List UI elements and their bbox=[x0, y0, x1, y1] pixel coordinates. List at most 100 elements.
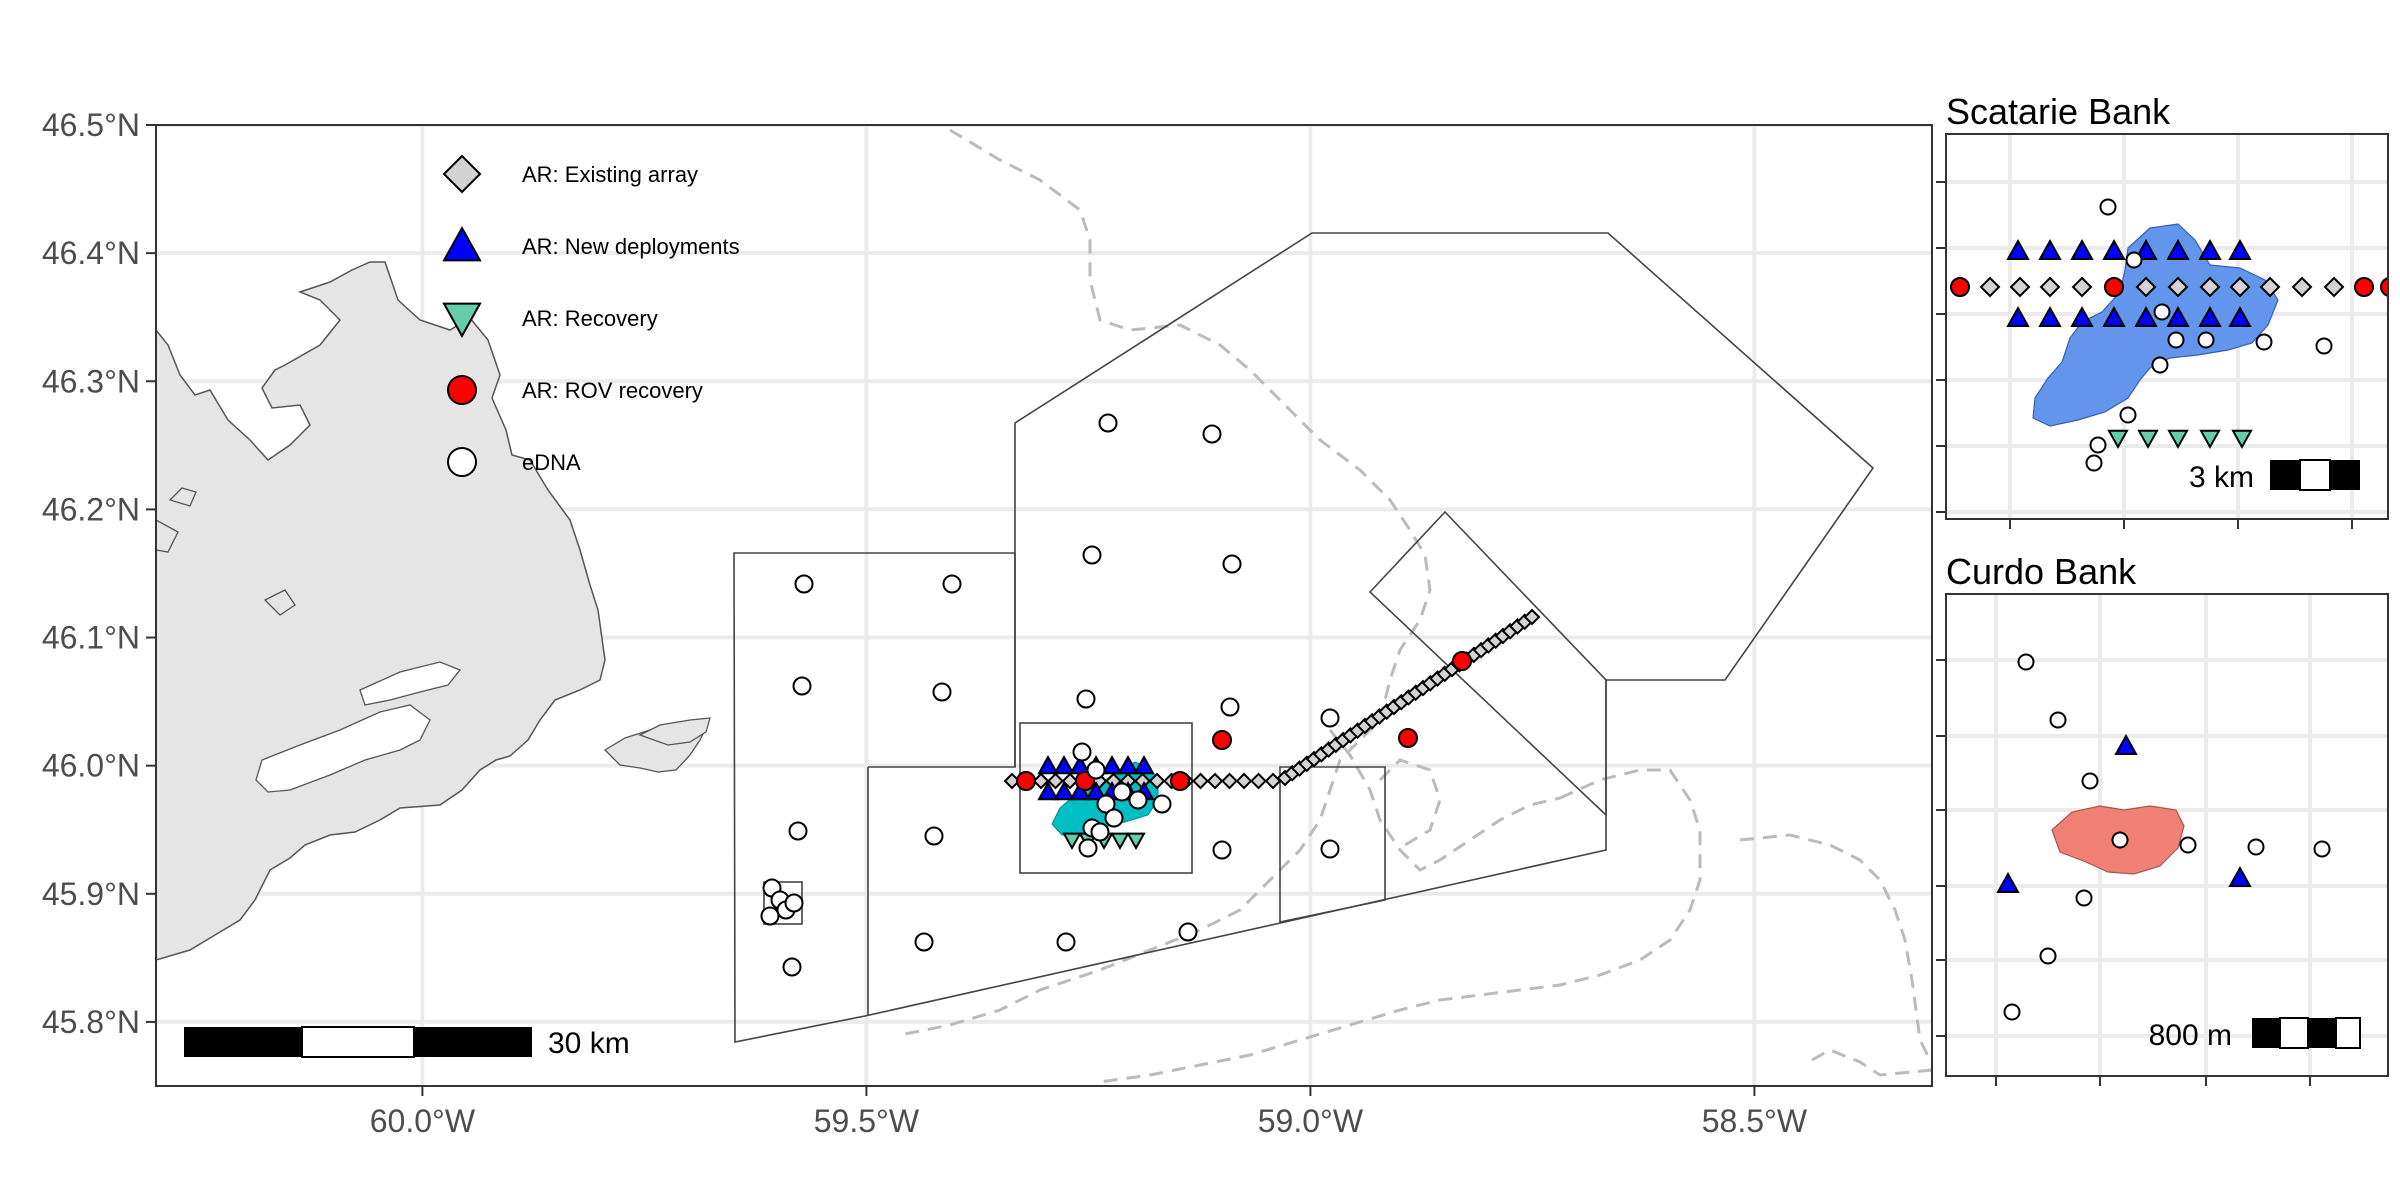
edna-sample-site bbox=[2075, 889, 2093, 907]
existing-array-receiver bbox=[1047, 772, 1064, 790]
new-deployment-receiver bbox=[2166, 238, 2190, 260]
edna-sample-site bbox=[794, 574, 814, 594]
edna-sample-site bbox=[2039, 947, 2057, 965]
edna-sample-site bbox=[942, 574, 962, 594]
lat-tick-label: 46.5°N bbox=[42, 107, 140, 143]
edna-sample-site bbox=[2167, 331, 2185, 349]
new-deployment-receiver bbox=[2198, 305, 2222, 327]
new-deployment-receiver bbox=[2070, 305, 2094, 327]
new-deployment-receiver bbox=[2102, 305, 2126, 327]
lat-tick-label: 46.4°N bbox=[42, 235, 140, 271]
main-map-panel: 46.5°N 46.4°N 46.3°N 46.2°N 46.1°N 46.0°N 45.9… bbox=[42, 107, 1933, 1139]
lon-tick-label: 58.5°W bbox=[1702, 1103, 1808, 1139]
legend-symbol-circle bbox=[447, 447, 477, 477]
recovery-receiver bbox=[2107, 429, 2129, 450]
recovery-receiver bbox=[1110, 832, 1130, 851]
lat-tick-label: 46.1°N bbox=[42, 620, 140, 656]
edna-sample-site bbox=[760, 906, 780, 926]
edna-sample-site bbox=[924, 826, 944, 846]
edna-sample-site bbox=[1128, 790, 1148, 810]
edna-sample-site bbox=[1202, 424, 1222, 444]
curdo-points bbox=[1996, 653, 2331, 1021]
curdo-scale-bar: 800 m bbox=[2149, 1017, 2361, 1052]
edna-sample-site bbox=[2119, 406, 2137, 424]
edna-sample-site bbox=[2179, 836, 2197, 854]
scatarie-scale-bar-label: 3 km bbox=[2189, 461, 2254, 494]
edna-sample-site bbox=[1076, 689, 1096, 709]
recovery-receiver bbox=[2199, 429, 2221, 450]
legend: AR: Existing array AR: New deployments AR:… bbox=[442, 154, 740, 477]
edna-sample-site bbox=[1096, 794, 1116, 814]
existing-array-receiver bbox=[1221, 772, 1238, 790]
edna-sample-site bbox=[1320, 839, 1340, 859]
existing-array-receiver bbox=[2009, 276, 2031, 298]
edna-sample-site bbox=[2197, 331, 2215, 349]
existing-array-receiver bbox=[1235, 772, 1253, 790]
legend-label: AR: Recovery bbox=[522, 306, 658, 331]
legend-symbol-circle bbox=[447, 375, 477, 405]
main-scale-bar-label: 30 km bbox=[548, 1027, 630, 1060]
rov-recovery-receiver bbox=[1170, 771, 1190, 791]
lon-tick-label: 59.0°W bbox=[1258, 1103, 1364, 1139]
edna-sample-site bbox=[1098, 413, 1118, 433]
land-islet-2 bbox=[156, 519, 179, 553]
curdo-scale-bar-label: 800 m bbox=[2149, 1019, 2232, 1052]
edna-sample-site bbox=[782, 957, 802, 977]
inset-scatarie-title: Scatarie Bank bbox=[1946, 91, 2171, 132]
new-deployment-receiver bbox=[1053, 754, 1075, 775]
existing-array-receiver bbox=[2135, 276, 2157, 298]
new-deployment-receiver bbox=[2114, 733, 2138, 755]
edna-sample-site bbox=[1056, 932, 1076, 952]
main-scale-bar: 30 km bbox=[184, 1026, 630, 1060]
edna-sample-site bbox=[1222, 554, 1242, 574]
edna-sample-site bbox=[1104, 808, 1124, 828]
edna-sample-site bbox=[2313, 840, 2331, 858]
inset-curdo-title: Curdo Bank bbox=[1946, 551, 2137, 592]
existing-array-receiver bbox=[1148, 772, 1166, 790]
edna-sample-site bbox=[914, 932, 934, 952]
existing-array-receiver bbox=[2167, 276, 2189, 298]
legend-label: AR: Existing array bbox=[522, 162, 698, 187]
legend-item: eDNA bbox=[447, 447, 581, 477]
water-bras-dor bbox=[255, 704, 431, 793]
lat-tick-label: 46.0°N bbox=[42, 748, 140, 784]
recovery-receiver bbox=[2137, 429, 2159, 450]
legend-item: AR: ROV recovery bbox=[447, 375, 703, 405]
edna-sample-site bbox=[1212, 840, 1232, 860]
rov-recovery-receiver bbox=[1212, 730, 1232, 750]
main-map-points bbox=[760, 413, 1541, 977]
lat-tick-label: 45.8°N bbox=[42, 1004, 140, 1040]
scatarie-scale-bar: 3 km bbox=[2189, 459, 2360, 494]
edna-sample-site bbox=[2017, 653, 2035, 671]
land-scatarie-island bbox=[638, 717, 711, 746]
scatarie-axis-ticks bbox=[1936, 181, 2353, 529]
existing-array-receiver bbox=[1192, 772, 1209, 790]
rov-recovery-receiver bbox=[1016, 771, 1036, 791]
legend-item: AR: New deployments bbox=[442, 225, 740, 262]
edna-sample-site bbox=[1220, 697, 1240, 717]
new-deployment-receiver bbox=[2228, 238, 2252, 260]
lat-tick-label: 46.2°N bbox=[42, 491, 140, 527]
edna-sample-site bbox=[2125, 251, 2143, 269]
edna-sample-site bbox=[2049, 711, 2067, 729]
new-deployment-receiver bbox=[2228, 865, 2252, 887]
edna-sample-site bbox=[792, 676, 812, 696]
water-bras-dor-2 bbox=[359, 661, 462, 706]
edna-sample-site bbox=[2315, 337, 2333, 355]
main-map-axes: 46.5°N 46.4°N 46.3°N 46.2°N 46.1°N 46.0°N 45.9… bbox=[42, 107, 1808, 1139]
edna-sample-site bbox=[1086, 760, 1106, 780]
rov-recovery-receiver bbox=[1398, 728, 1418, 748]
edna-sample-site bbox=[1090, 822, 1110, 842]
legend-symbol-triangle-up bbox=[442, 225, 482, 262]
new-deployment-receiver bbox=[2134, 305, 2158, 327]
new-deployment-receiver bbox=[2102, 238, 2126, 260]
new-deployment-receiver bbox=[1133, 754, 1155, 775]
edna-sample-site bbox=[2111, 831, 2129, 849]
edna-sample-site bbox=[2255, 333, 2273, 351]
edna-sample-site bbox=[2247, 838, 2265, 856]
edna-sample-site bbox=[1072, 742, 1092, 762]
new-deployment-receiver bbox=[2038, 238, 2062, 260]
edna-sample-site bbox=[932, 682, 952, 702]
edna-sample-site bbox=[1078, 838, 1098, 858]
